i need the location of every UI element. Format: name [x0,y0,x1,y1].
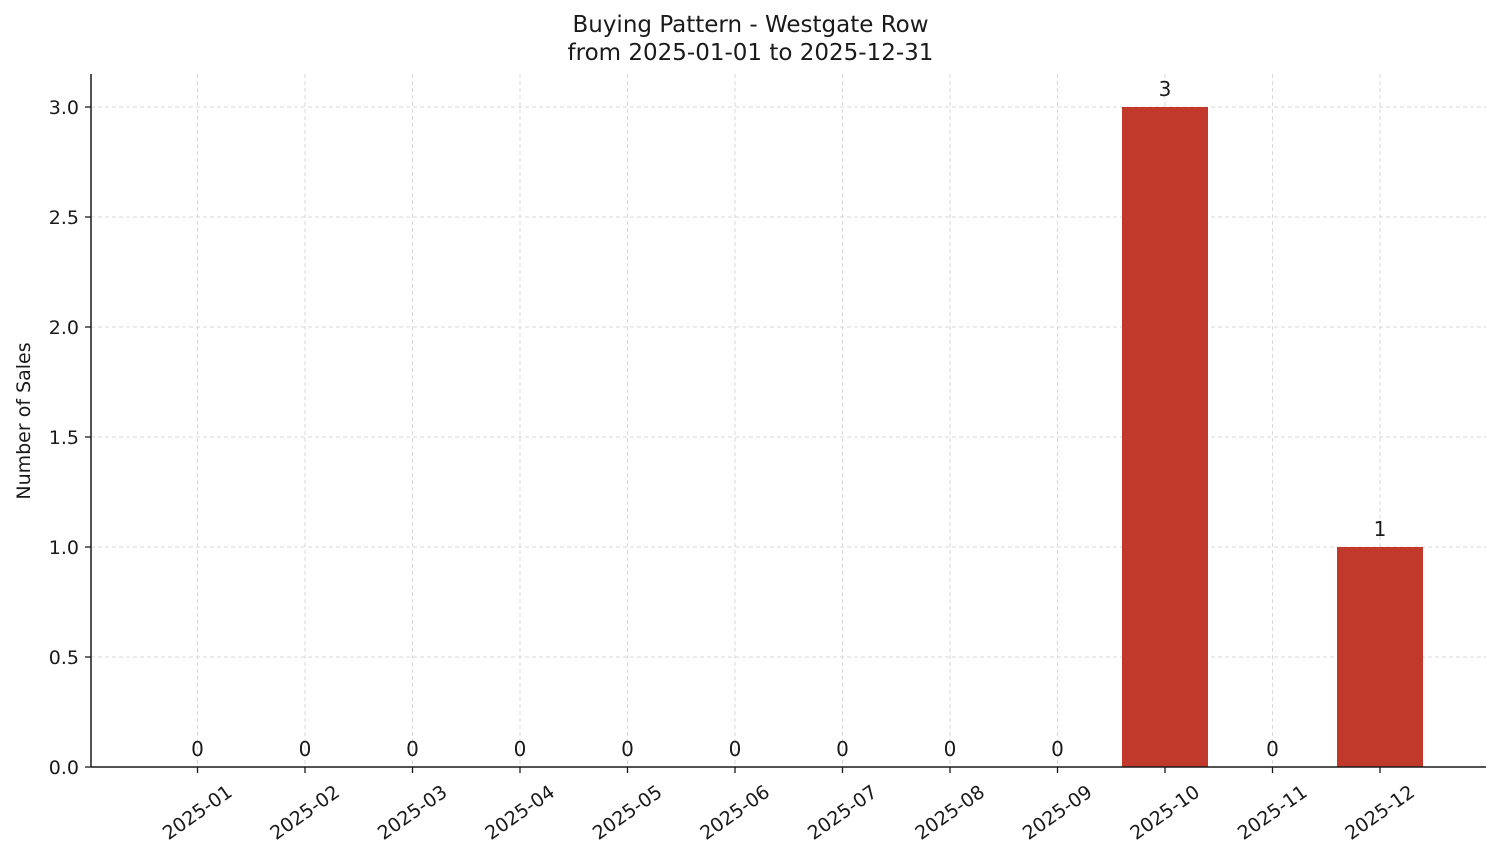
x-tick-label: 2025-11 [1234,781,1312,845]
y-axis-label: Number of Sales [13,342,35,499]
x-tick-label: 2025-09 [1019,781,1097,845]
x-tick-label: 2025-05 [589,781,667,845]
chart-subtitle: from 2025-01-01 to 2025-12-31 [567,40,934,66]
x-tick-label: 2025-12 [1341,781,1419,845]
x-tick-label: 2025-08 [911,781,989,845]
y-ticks: 0.0 0.5 1.0 1.5 2.0 2.5 3.0 [49,97,91,779]
data-label: 0 [621,737,634,761]
x-tick-label: 2025-03 [374,781,452,845]
data-label: 0 [836,737,849,761]
y-tick-label: 2.0 [49,317,79,339]
data-label: 0 [1266,737,1279,761]
data-label: 0 [406,737,419,761]
data-label: 0 [299,737,312,761]
bar [1122,107,1208,767]
data-label: 1 [1374,517,1387,541]
bars [1122,107,1423,767]
data-label: 0 [191,737,204,761]
data-label: 3 [1159,77,1172,101]
data-label: 0 [514,737,527,761]
x-tick-label: 2025-02 [266,781,344,845]
y-tick-label: 0.5 [49,647,79,669]
y-tick-label: 0.0 [49,757,79,779]
bar [1337,547,1423,767]
y-tick-label: 3.0 [49,97,79,119]
y-tick-label: 2.5 [49,207,79,229]
x-tick-label: 2025-07 [804,781,882,845]
data-label: 0 [944,737,957,761]
axes [90,74,1486,768]
chart-title: Buying Pattern - Westgate Row [572,12,929,38]
data-label: 0 [729,737,742,761]
data-label: 0 [1051,737,1064,761]
y-tick-label: 1.5 [49,427,79,449]
x-tick-label: 2025-04 [481,781,559,845]
x-tick-label: 2025-06 [696,781,774,845]
x-ticks: 2025-01 2025-02 2025-03 2025-04 2025-05 2025-… [159,767,1419,845]
x-tick-label: 2025-01 [159,781,237,845]
grid [91,74,1486,767]
data-labels: 0 0 0 0 0 0 0 0 0 3 0 1 [191,77,1386,761]
y-tick-label: 1.0 [49,537,79,559]
x-tick-label: 2025-10 [1126,781,1204,845]
